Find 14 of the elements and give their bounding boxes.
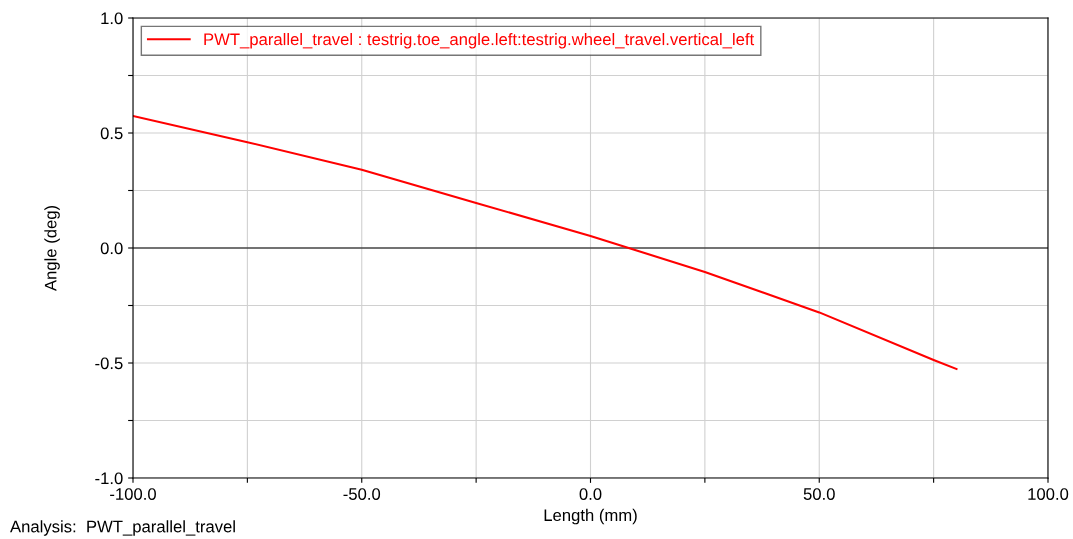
y-tick-label: 1.0	[101, 12, 123, 25]
y-tick-label: -0.5	[95, 357, 123, 370]
x-tick-label: 100.0	[1028, 488, 1069, 500]
x-axis-title: Length (mm)	[544, 508, 637, 525]
y-tick-label: -1.0	[95, 472, 123, 485]
legend-label: PWT_parallel_travel : testrig.toe_angle.left:testrig.wheel_travel.vertical_left	[204, 33, 755, 49]
x-tick-label: -100.0	[110, 488, 156, 500]
text: Analysis: PWT_parallel_travel	[10, 520, 235, 536]
x-tick-label: 0.0	[579, 488, 602, 500]
x-tick-label: 50.0	[803, 488, 835, 500]
y-axis-title: Angle (deg)	[44, 205, 60, 292]
y-tick-label: 0.0	[100, 242, 123, 255]
x-tick-label: -50.0	[343, 488, 381, 500]
y-tick-label: 0.5	[100, 127, 123, 140]
